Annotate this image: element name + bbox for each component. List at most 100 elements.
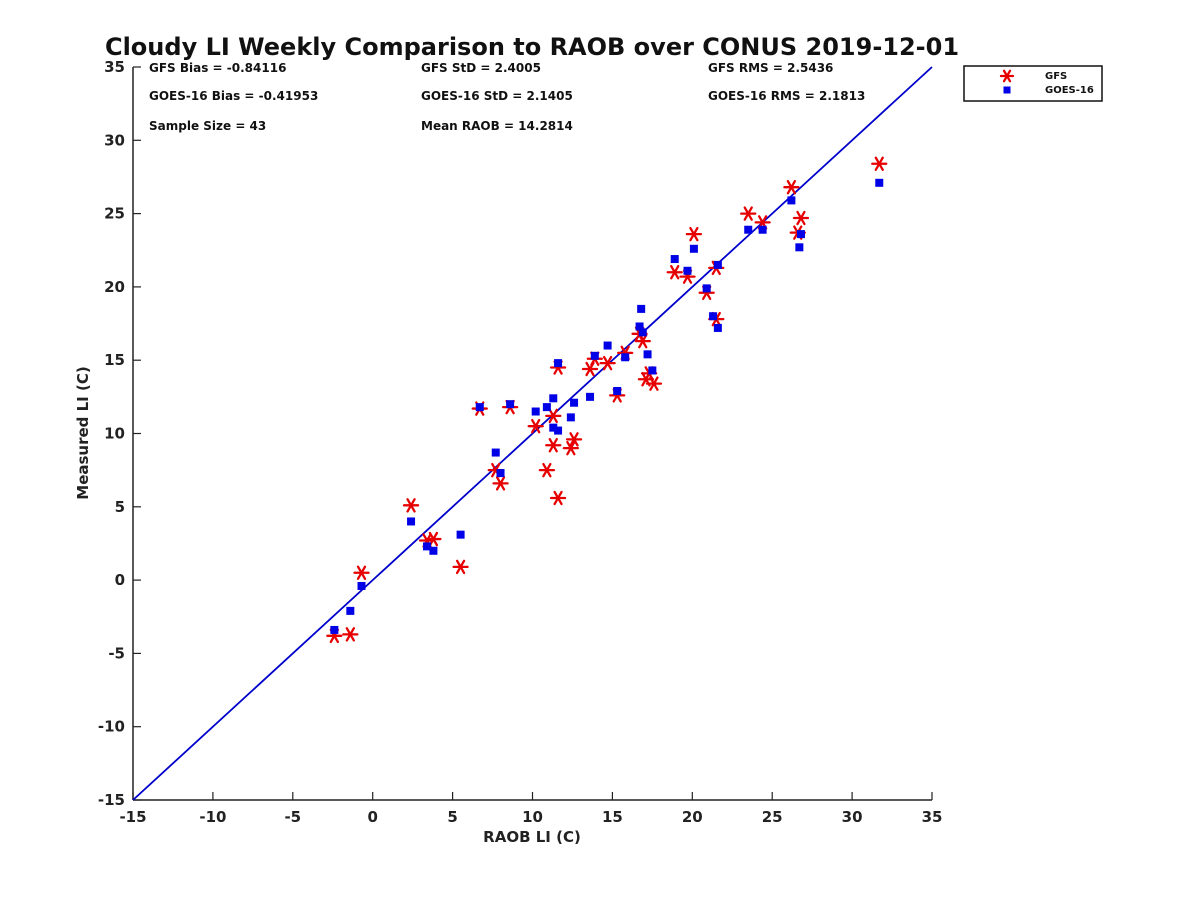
y-tick-label: 35 xyxy=(104,58,125,76)
gfs-point xyxy=(645,376,663,391)
goes16-point xyxy=(796,230,805,239)
chart-title: Cloudy LI Weekly Comparison to RAOB over… xyxy=(105,33,959,61)
goes16-point xyxy=(713,260,722,269)
goes16-point xyxy=(787,196,796,205)
goes16-point xyxy=(643,350,652,359)
legend-goes16-marker xyxy=(1003,86,1011,94)
goes16-point xyxy=(590,351,599,360)
goes16-point xyxy=(506,400,515,409)
goes16-point xyxy=(531,407,540,416)
goes16-point xyxy=(456,530,465,539)
gfs-point xyxy=(549,490,567,506)
legend-label: GOES-16 xyxy=(1045,85,1094,96)
goes16-point xyxy=(758,225,767,234)
one-to-one-line xyxy=(132,66,933,801)
x-tick-label: 10 xyxy=(522,808,543,826)
gfs-point xyxy=(740,206,757,221)
gfs-point xyxy=(599,355,616,371)
goes16-point xyxy=(621,353,630,362)
goes16-point xyxy=(648,366,657,375)
y-tick-label: -10 xyxy=(98,718,125,736)
gfs-point xyxy=(685,226,703,242)
y-tick-label: 25 xyxy=(104,205,125,223)
x-tick-label: -15 xyxy=(119,808,146,826)
goes16-point xyxy=(683,266,692,275)
goes16-point xyxy=(542,403,551,412)
y-tick-label: 5 xyxy=(115,498,125,516)
goes16-point xyxy=(613,386,622,395)
plot-area: -15 -10 -5 0 5 10 15 20 25 30 35 -15 -10 -5 0 5 10 15 20 25… xyxy=(98,58,943,826)
goes16-point xyxy=(637,304,646,313)
stat-text: GOES-16 RMS = 2.1813 xyxy=(708,89,865,103)
goes16-point xyxy=(566,413,575,422)
goes16-point xyxy=(357,581,366,590)
stat-text: GOES-16 Bias = -0.41953 xyxy=(149,89,318,103)
stat-text: GFS StD = 2.4005 xyxy=(421,61,541,75)
goes16-point xyxy=(423,542,432,551)
legend-label: GFS xyxy=(1045,71,1067,82)
goes16-point xyxy=(638,328,647,337)
legend-goes16: GOES-16 xyxy=(1003,85,1094,96)
stat-text: GFS RMS = 2.5436 xyxy=(708,61,833,75)
y-tick-label: 20 xyxy=(104,278,125,296)
gfs-point xyxy=(871,156,888,171)
gfs-point xyxy=(783,179,800,195)
goes16-point xyxy=(407,517,416,526)
goes16-point xyxy=(554,359,563,368)
gfs-point xyxy=(527,418,544,434)
legend-box xyxy=(963,65,1103,102)
y-tick-label: 30 xyxy=(104,131,125,149)
goes16-point xyxy=(549,423,558,432)
goes16-point xyxy=(491,448,500,457)
goes16-point xyxy=(795,243,804,252)
goes16-point xyxy=(744,225,753,234)
x-tick-label: 0 xyxy=(367,808,377,826)
goes16-point xyxy=(586,392,595,401)
y-tick-label: 0 xyxy=(115,571,125,589)
goes16-point xyxy=(689,244,698,253)
points-layer xyxy=(326,156,888,644)
goes16-point xyxy=(429,546,438,555)
stat-text: Mean RAOB = 14.2814 xyxy=(421,119,573,133)
y-tick-label: -15 xyxy=(98,791,125,809)
goes16-point xyxy=(635,322,644,331)
y-axis-label: Measured LI (C) xyxy=(74,366,92,499)
x-tick-label: 5 xyxy=(447,808,457,826)
goes16-point xyxy=(875,178,884,187)
gfs-point xyxy=(545,408,562,424)
x-tick-label: -10 xyxy=(199,808,226,826)
gfs-point xyxy=(634,333,651,349)
gfs-point xyxy=(666,265,683,280)
stat-text: GFS Bias = -0.84116 xyxy=(149,61,286,75)
legend: GFS GOES-16 xyxy=(963,65,1103,102)
gfs-point xyxy=(492,476,509,491)
y-tick-label: -5 xyxy=(108,644,125,662)
goes16-point xyxy=(346,606,355,615)
stats-block: GFS Bias = -0.84116 GFS StD = 2.4005 GFS R… xyxy=(149,61,865,133)
gfs-point xyxy=(792,210,810,226)
gfs-point xyxy=(545,438,562,453)
reference-layer xyxy=(132,66,933,801)
ticks-layer: -15 -10 -5 0 5 10 15 20 25 30 35 -15 -10 -5 0 5 10 15 20 25… xyxy=(98,58,943,826)
x-axis-label: RAOB LI (C) xyxy=(483,828,581,846)
goes16-point xyxy=(709,312,718,321)
goes16-point xyxy=(702,284,711,293)
goes16-point xyxy=(330,625,339,634)
goes16-point xyxy=(496,469,505,478)
goes16-point xyxy=(475,403,484,412)
legend-gfs-marker xyxy=(999,69,1015,83)
gfs-point xyxy=(353,565,370,580)
gfs-point xyxy=(562,440,580,456)
y-tick-label: 10 xyxy=(104,425,125,443)
gfs-point xyxy=(342,627,359,642)
legend-gfs: GFS xyxy=(999,69,1067,83)
gfs-point xyxy=(425,531,442,547)
x-tick-label: 30 xyxy=(842,808,863,826)
x-tick-label: 35 xyxy=(922,808,943,826)
goes16-point xyxy=(670,255,679,264)
gfs-point xyxy=(452,559,469,575)
x-tick-label: 15 xyxy=(602,808,623,826)
goes16-point xyxy=(603,341,612,350)
gfs-point xyxy=(538,462,556,478)
